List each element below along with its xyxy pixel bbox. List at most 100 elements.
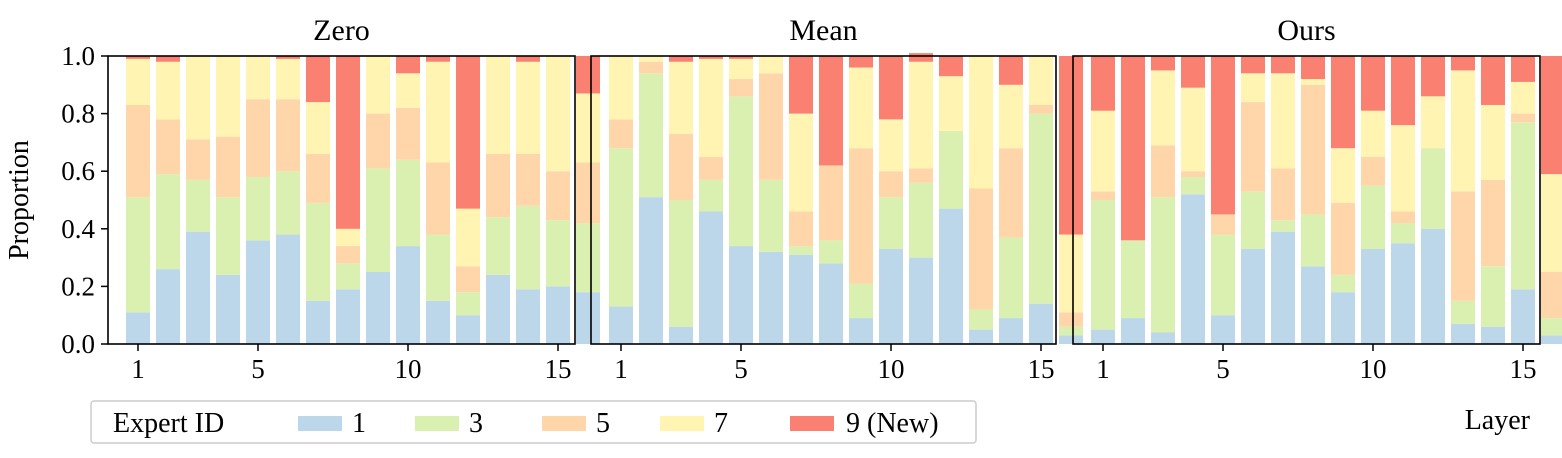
bar-segment-layer-10-expert-3 [1361,185,1385,249]
bar-segment-layer-9-expert-3 [1331,274,1355,293]
bar-segment-layer-6-expert-1 [276,234,300,344]
bar-segment-layer-13-expert-1 [969,329,993,344]
bar-segment-layer-12-expert-7 [456,208,480,267]
bar-segment-layer-12-expert-1 [1421,228,1445,344]
bar-segment-layer-16-expert-9-new [1059,56,1083,235]
bar-segment-layer-14-expert-7 [999,84,1023,149]
y-tick-label: 0.2 [61,271,95,301]
bar-segment-layer-8-expert-1 [336,289,360,344]
bar-segment-layer-7-expert-1 [306,300,330,344]
legend-label-1: 1 [352,408,366,439]
bar-segment-layer-6-expert-5 [1241,102,1265,192]
bar-segment-layer-16-expert-1 [576,292,600,344]
bar-segment-layer-7-expert-5 [306,153,330,203]
bar-segment-layer-5-expert-3 [246,176,270,241]
bar-segment-layer-14-expert-9-new [999,56,1023,85]
bar-segment-layer-14-expert-1 [999,318,1023,344]
panel-title: Zero [313,14,370,47]
bar-segment-layer-9-expert-7 [849,67,873,149]
bar-segment-layer-7-expert-5 [1271,168,1295,221]
bar-segment-layer-8-expert-3 [819,240,843,264]
bar-segment-layer-3-expert-7 [669,61,693,134]
bar-segment-layer-15-expert-1 [1029,303,1053,344]
bar-segment-layer-9-expert-3 [849,283,873,319]
bar-segment-layer-6-expert-9-new [276,56,300,59]
bar-segment-layer-10-expert-9-new [1361,56,1385,111]
bar-segment-layer-13-expert-1 [1451,323,1475,344]
bar-segment-layer-6-expert-5 [276,99,300,172]
bar-segment-layer-3-expert-5 [186,139,210,180]
bar-segment-layer-7-expert-3 [306,202,330,301]
bar-segment-layer-1-expert-7 [126,58,150,105]
bar-segment-layer-5-expert-5 [1211,214,1235,235]
bar-segment-layer-7-expert-3 [1271,220,1295,232]
bar-segment-layer-3-expert-3 [669,200,693,327]
bar-segment-layer-6-expert-3 [276,171,300,235]
bar-segment-layer-15-expert-5 [1511,113,1535,123]
bar-segment-layer-16-expert-7 [1541,174,1562,272]
bar-segment-layer-7-expert-7 [1271,73,1295,169]
x-axis-label: Layer [1465,405,1531,436]
bar-segment-layer-5-expert-7 [246,56,270,100]
bar-segment-layer-7-expert-9-new [789,56,813,114]
legend-swatch-7 [660,416,704,431]
bar-segment-layer-14-expert-3 [999,237,1023,319]
bar-segment-layer-2-expert-1 [1121,318,1145,344]
x-tick-label: 10 [878,354,905,384]
bar-segment-layer-12-expert-7 [1421,96,1445,149]
bar-segment-layer-4-expert-9-new [1181,56,1205,88]
legend-swatch-5 [542,416,586,431]
bar-segment-layer-2-expert-9-new [1121,56,1145,241]
bar-segment-layer-14-expert-7 [1481,104,1505,180]
bar-segment-layer-9-expert-7 [1331,148,1355,203]
bar-segment-layer-2-expert-3 [1121,240,1145,319]
panel-frame [590,55,1057,345]
bar-segment-layer-9-expert-9-new [1331,56,1355,149]
bar-segment-layer-6-expert-3 [1241,191,1265,249]
bar-segment-layer-1-expert-5 [1091,191,1115,200]
bar-segment-layer-16-expert-5 [1541,272,1562,319]
x-tick-label: 1 [1096,354,1110,384]
panel-title: Mean [789,14,857,47]
bar-segment-layer-8-expert-5 [1301,84,1325,215]
bar-segment-layer-7-expert-1 [1271,231,1295,344]
bar-segment-layer-1-expert-5 [126,104,150,198]
legend-swatch-3 [415,416,459,431]
bar-segment-layer-10-expert-1 [396,246,420,344]
y-tick-label: 1.0 [61,41,95,71]
bar-segment-layer-4-expert-3 [216,197,240,275]
bar-segment-layer-12-expert-3 [456,292,480,316]
bar-segment-layer-14-expert-5 [999,148,1023,238]
bar-segment-layer-6-expert-9-new [1241,56,1265,74]
bar-segment-layer-13-expert-5 [1451,191,1475,301]
bar-segment-layer-4-expert-3 [1181,176,1205,195]
bar-segment-layer-3-expert-7 [1151,70,1175,146]
bar-segment-layer-13-expert-1 [486,274,510,344]
bar-segment-layer-6-expert-1 [1241,248,1265,344]
bar-segment-layer-10-expert-1 [879,248,903,344]
bar-segment-layer-4-expert-1 [216,274,240,344]
bar-segment-layer-5-expert-7 [729,58,753,80]
bar-segment-layer-13-expert-3 [1451,300,1475,324]
bar-segment-layer-5-expert-1 [246,240,270,344]
panel-frame [107,55,576,345]
bar-segment-layer-13-expert-5 [969,188,993,310]
bar-segment-layer-15-expert-5 [1029,104,1053,114]
bar-segment-layer-5-expert-5 [246,99,270,177]
bar-segment-layer-1-expert-1 [1091,329,1115,344]
bar-segment-layer-14-expert-5 [1481,179,1505,267]
bar-segment-layer-15-expert-3 [546,220,570,287]
bar-segment-layer-14-expert-1 [1481,326,1505,344]
bar-segment-layer-11-expert-3 [426,234,450,301]
bar-segment-layer-11-expert-7 [1391,125,1415,212]
bar-segment-layer-11-expert-5 [909,168,933,183]
bar-segment-layer-9-expert-9-new [849,56,873,68]
bar-segment-layer-1-expert-1 [126,312,150,344]
panel-frame [1072,55,1541,345]
bar-segment-layer-1-expert-1 [609,306,633,344]
bar-segment-layer-3-expert-5 [1151,145,1175,198]
bar-segment-layer-3-expert-9-new [669,56,693,62]
bar-segment-layer-11-expert-5 [426,162,450,235]
bar-segment-layer-8-expert-7 [336,228,360,247]
